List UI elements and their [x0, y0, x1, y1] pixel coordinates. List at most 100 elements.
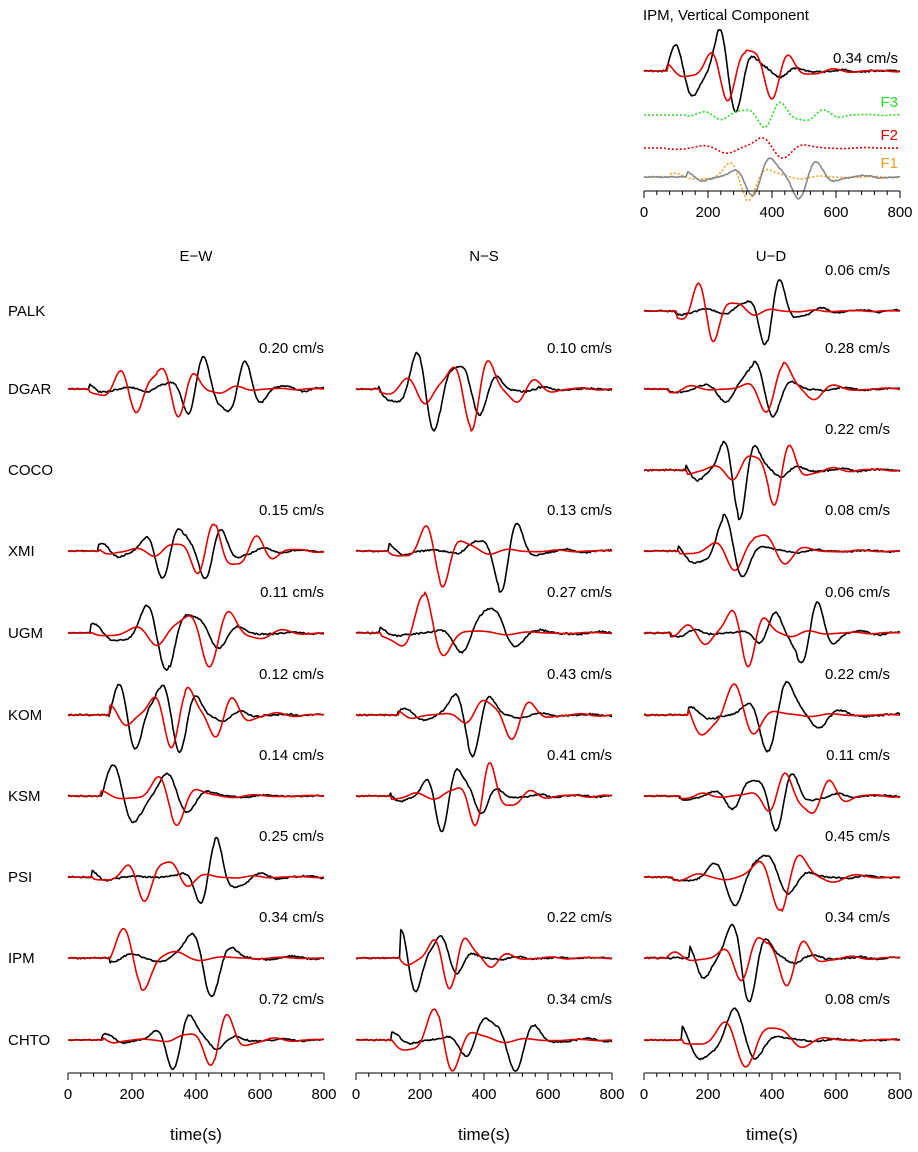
- synthetic-trace-ksm-2: [644, 772, 901, 814]
- x-tick-label-col2-0: 0: [640, 1086, 648, 1103]
- synthetic-trace-chto-2: [644, 1021, 901, 1068]
- synthetic-trace-xmi-1: [356, 525, 612, 588]
- inset-sum-trace: [643, 157, 901, 200]
- observed-trace-ksm-0: [67, 764, 325, 824]
- x-tick-label-inset-200: 200: [695, 204, 720, 221]
- synthetic-trace-ipm-0: [68, 927, 325, 991]
- amplitude-label-xmi-2: 0.08 cm/s: [825, 502, 890, 519]
- amplitude-label-ksm-0: 0.14 cm/s: [259, 747, 324, 764]
- x-tick-label-col2-400: 400: [759, 1086, 784, 1103]
- observed-trace-ipm-0: [67, 932, 325, 998]
- x-tick-label-col0-200: 200: [119, 1086, 144, 1103]
- inset-subfault-trace-f3: [644, 101, 900, 129]
- synthetic-trace-xmi-2: [644, 534, 900, 572]
- observed-trace-kom-2: [643, 680, 901, 753]
- amplitude-label-psi-2: 0.45 cm/s: [825, 828, 890, 845]
- observed-trace-coco-2: [643, 440, 901, 521]
- x-tick-label-col1-600: 600: [535, 1086, 560, 1103]
- observed-trace-ugm-2: [643, 601, 901, 664]
- observed-trace-chto-2: [643, 1007, 900, 1061]
- station-label-ugm: UGM: [8, 625, 43, 642]
- amplitude-label-ugm-0: 0.11 cm/s: [260, 584, 324, 601]
- x-tick-label-col2-800: 800: [887, 1086, 912, 1103]
- amplitude-label-dgar-2: 0.28 cm/s: [825, 340, 890, 357]
- header-n-s: N−S: [469, 248, 499, 265]
- synthetic-trace-ksm-1: [356, 762, 613, 827]
- synthetic-trace-xmi-0: [68, 523, 325, 575]
- observed-trace-chto-0: [67, 1014, 325, 1071]
- observed-trace-chto-1: [355, 1017, 613, 1072]
- station-label-dgar: DGAR: [8, 381, 52, 398]
- x-axis-title-col1: time(s): [458, 1125, 510, 1144]
- inset-legend-f3: F3: [880, 94, 898, 111]
- amplitude-label-ipm-0: 0.34 cm/s: [259, 909, 324, 926]
- observed-trace-ugm-0: [68, 604, 325, 671]
- component-headers: E−W N−S U−D: [180, 248, 787, 265]
- station-label-palk: PALK: [8, 303, 45, 320]
- x-axis-title-col2: time(s): [746, 1125, 798, 1144]
- x-tick-label-inset-400: 400: [759, 204, 784, 221]
- amplitude-label-ipm-2: 0.34 cm/s: [825, 909, 890, 926]
- header-u-d: U−D: [756, 248, 787, 265]
- amplitude-label-psi-0: 0.25 cm/s: [259, 828, 324, 845]
- x-tick-label-col1-200: 200: [407, 1086, 432, 1103]
- station-label-coco: COCO: [8, 462, 53, 479]
- x-axis-title-col0: time(s): [170, 1125, 222, 1144]
- synthetic-trace-dgar-2: [644, 361, 901, 413]
- station-label-ipm: IPM: [8, 950, 35, 967]
- x-tick-label-col1-400: 400: [471, 1086, 496, 1103]
- synthetic-trace-dgar-1: [356, 360, 613, 432]
- synthetic-trace-ipm-1: [356, 937, 613, 990]
- amplitude-label-ugm-1: 0.27 cm/s: [547, 584, 612, 601]
- synthetic-trace-chto-1: [356, 1008, 612, 1072]
- station-label-psi: PSI: [8, 869, 32, 886]
- amplitude-label-chto-0: 0.72 cm/s: [259, 991, 324, 1008]
- synthetic-trace-ugm-0: [68, 610, 324, 668]
- x-tick-label-col0-0: 0: [64, 1086, 72, 1103]
- station-label-ksm: KSM: [8, 788, 41, 805]
- x-tick-label-col2-200: 200: [695, 1086, 720, 1103]
- synthetic-trace-psi-0: [68, 861, 325, 903]
- synthetic-trace-ugm-1: [356, 591, 612, 657]
- x-tick-label-col1-0: 0: [352, 1086, 360, 1103]
- amplitude-label-dgar-0: 0.20 cm/s: [259, 340, 324, 357]
- amplitude-label-ksm-2: 0.11 cm/s: [826, 747, 890, 764]
- observed-trace-kom-0: [67, 683, 325, 754]
- amplitude-label-kom-1: 0.43 cm/s: [547, 666, 612, 683]
- inset-legend-f2: F2: [880, 127, 898, 144]
- observed-trace-dgar-1: [355, 351, 613, 432]
- x-tick-label-col0-600: 600: [247, 1086, 272, 1103]
- observed-trace-xmi-1: [355, 522, 613, 593]
- observed-trace-psi-0: [67, 836, 325, 905]
- amplitude-label-kom-2: 0.22 cm/s: [825, 666, 890, 683]
- observed-trace-ksm-2: [643, 773, 901, 832]
- synthetic-trace-kom-0: [68, 686, 324, 749]
- observed-trace-ugm-1: [355, 607, 613, 654]
- synthetic-trace-palk-2: [644, 282, 900, 343]
- inset-ipm-vertical: IPM, Vertical Component 0.34 cm/s F3 F2 …: [643, 7, 898, 172]
- station-rows: PALK 0.06 cm/s DGAR 0.20 cm/s 0.10 cm/s 0.28 …: [8, 262, 890, 1049]
- amplitude-label-ksm-1: 0.41 cm/s: [547, 747, 612, 764]
- time-axes: 0 200 400 600 800 time(s) 0 200 400 600 800 time(s)…: [64, 190, 913, 1144]
- synthetic-trace-coco-2: [644, 444, 901, 506]
- amplitude-label-xmi-1: 0.13 cm/s: [547, 502, 612, 519]
- inset-legend-f1: F1: [880, 155, 898, 172]
- synthetic-trace-chto-0: [68, 1013, 324, 1066]
- header-e-w: E−W: [180, 248, 214, 265]
- synthetic-trace-ugm-2: [644, 609, 900, 668]
- amplitude-label-kom-0: 0.12 cm/s: [259, 666, 324, 683]
- amplitude-label-xmi-0: 0.15 cm/s: [259, 502, 324, 519]
- inset-subfault-trace-f1: [644, 162, 901, 202]
- synthetic-trace-kom-2: [644, 683, 901, 736]
- synthetic-trace-kom-1: [356, 699, 613, 740]
- inset-subfault-trace-f2: [644, 137, 900, 159]
- station-label-kom: KOM: [8, 707, 42, 724]
- observed-trace-xmi-2: [643, 513, 901, 578]
- x-tick-label-inset-600: 600: [823, 204, 848, 221]
- x-tick-label-col2-600: 600: [823, 1086, 848, 1103]
- waveform-traces: [67, 29, 901, 1072]
- synthetic-trace-ksm-0: [68, 775, 325, 827]
- station-label-chto: CHTO: [8, 1032, 50, 1049]
- x-tick-label-col0-400: 400: [183, 1086, 208, 1103]
- inset-amplitude-label: 0.34 cm/s: [833, 50, 898, 67]
